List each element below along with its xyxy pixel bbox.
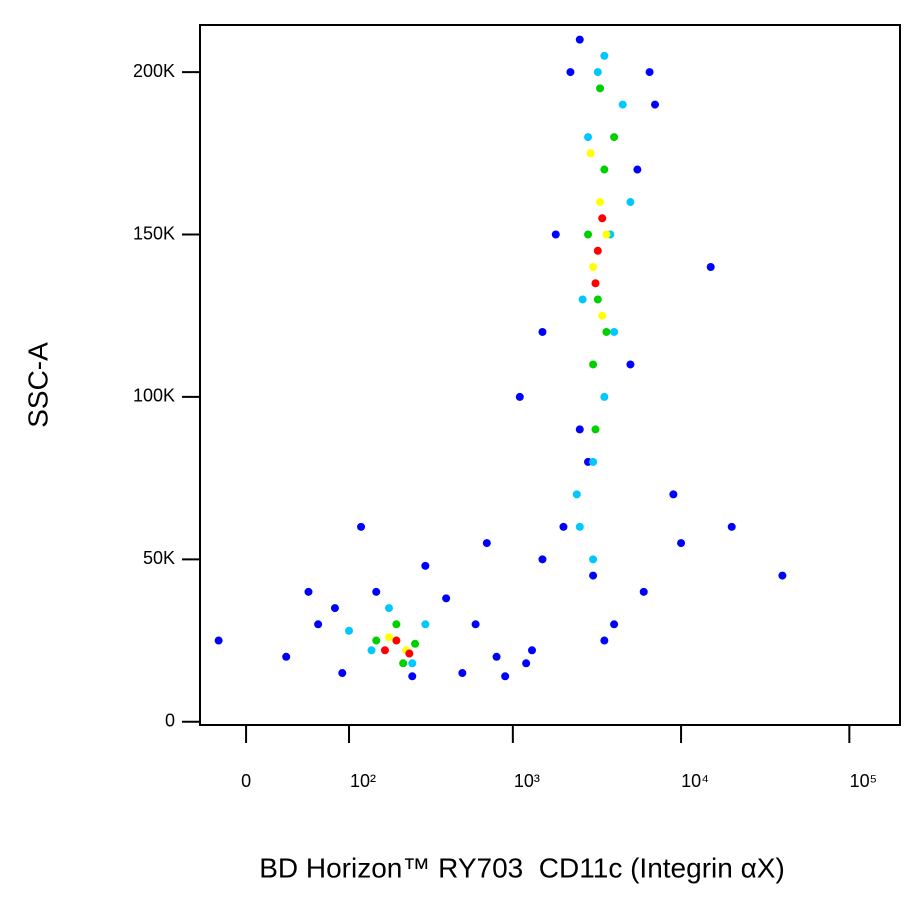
data-point [384, 604, 393, 613]
data-point [501, 672, 510, 681]
data-point [372, 587, 381, 596]
plot-frame [199, 24, 901, 726]
y-axis-title: SSC-A [22, 342, 53, 428]
data-point [589, 360, 598, 369]
data-point [380, 646, 389, 655]
data-point [596, 198, 605, 207]
y-tick-label: 0 [165, 711, 175, 731]
data-point [575, 522, 584, 531]
y-tick-label: 100K [133, 386, 175, 406]
data-point [626, 198, 635, 207]
data-point [600, 165, 609, 174]
data-point [282, 652, 291, 661]
data-point [357, 522, 366, 531]
data-point [330, 604, 339, 613]
x-tick-label: 10⁴ [681, 771, 709, 791]
data-point [471, 620, 480, 629]
data-point [589, 262, 598, 271]
data-point [384, 633, 393, 642]
data-point [727, 522, 736, 531]
data-point [421, 620, 430, 629]
data-point [421, 561, 430, 570]
x-tick-label: 0 [241, 771, 251, 791]
data-point [559, 522, 568, 531]
data-point [602, 327, 611, 336]
data-point [591, 425, 600, 434]
data-point [600, 51, 609, 60]
data-point [645, 68, 654, 77]
data-point [458, 669, 467, 678]
data-point [584, 133, 593, 142]
data-point [602, 230, 611, 239]
data-point [392, 620, 401, 629]
data-point [411, 639, 420, 648]
data-point [367, 646, 376, 655]
data-point [593, 68, 602, 77]
data-point [677, 539, 686, 548]
data-point [618, 100, 627, 109]
data-point [600, 636, 609, 645]
data-point [633, 165, 642, 174]
data-point [314, 620, 323, 629]
data-point [527, 646, 536, 655]
data-point [575, 425, 584, 434]
data-point [589, 555, 598, 564]
x-axis-title: BD Horizon™ RY703 CD11c (Integrin αX) [259, 852, 785, 883]
data-point [345, 626, 354, 635]
data-point [593, 295, 602, 304]
data-point [778, 571, 787, 580]
data-point [610, 620, 619, 629]
data-point [572, 490, 581, 499]
data-point [626, 360, 635, 369]
data-point [214, 636, 223, 645]
data-point [492, 652, 501, 661]
data-point [538, 327, 547, 336]
data-point [598, 214, 607, 223]
data-point [338, 669, 347, 678]
data-point [392, 636, 401, 645]
data-point [575, 35, 584, 44]
y-tick-label: 150K [133, 223, 175, 243]
data-point [442, 594, 451, 603]
data-point [596, 84, 605, 93]
data-point [566, 68, 575, 77]
data-point [706, 262, 715, 271]
x-tick-label: 10² [350, 771, 376, 791]
x-tick-label: 10³ [514, 771, 540, 791]
data-point [639, 587, 648, 596]
data-point [405, 649, 414, 658]
data-point [598, 311, 607, 320]
data-point [589, 457, 598, 466]
data-point [372, 636, 381, 645]
data-point [482, 539, 491, 548]
data-point [651, 100, 660, 109]
data-point [584, 230, 593, 239]
data-point [515, 392, 524, 401]
data-point [578, 295, 587, 304]
data-point [669, 490, 678, 499]
data-point [304, 587, 313, 596]
data-point [591, 279, 600, 288]
data-point [586, 149, 595, 158]
data-point [551, 230, 560, 239]
data-point [408, 672, 417, 681]
data-point [593, 246, 602, 255]
data-point [610, 327, 619, 336]
data-point [538, 555, 547, 564]
data-point [610, 133, 619, 142]
x-tick-label: 10⁵ [850, 771, 877, 791]
y-tick-label: 200K [133, 61, 175, 81]
data-point [408, 659, 417, 668]
data-point [522, 659, 531, 668]
data-point [589, 571, 598, 580]
y-tick-label: 50K [143, 548, 175, 568]
data-point [600, 392, 609, 401]
data-point [399, 659, 408, 668]
